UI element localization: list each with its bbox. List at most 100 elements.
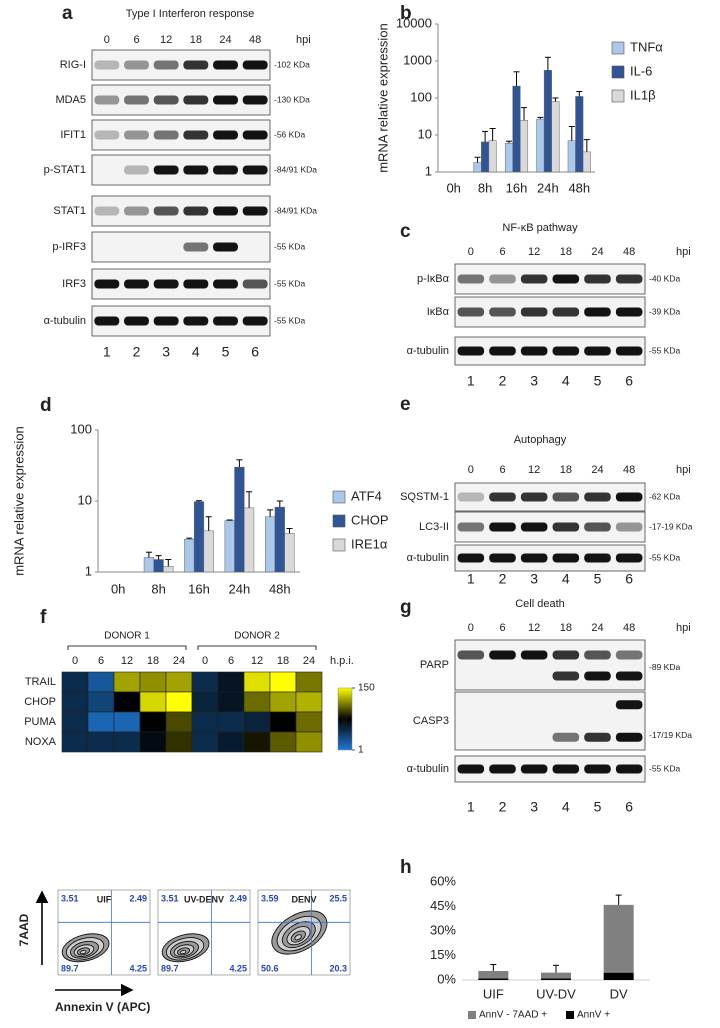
bar [520, 120, 529, 173]
size-label: -89 KDa [649, 662, 680, 672]
protein-label: RIG-I [60, 59, 86, 71]
x-axis-title: Annexin V (APC) [55, 1000, 150, 1014]
lane-number: 3 [162, 344, 170, 360]
heat-cell [139, 691, 167, 713]
size-label: -130 KDa [274, 94, 310, 104]
bar-segment [541, 972, 571, 979]
time-label: 6 [499, 246, 505, 258]
y-axis-title: 7AAD [17, 913, 31, 946]
blot-frame [91, 231, 271, 263]
lane-number: 2 [499, 571, 507, 587]
protein-label: α-tubulin [407, 763, 449, 775]
legend-label: AnnV - 7AAD + [479, 1010, 547, 1021]
panel-letter: h [400, 857, 412, 878]
blot-band [615, 274, 643, 284]
quadrant-value: 25.5 [329, 893, 347, 903]
blot-band [183, 242, 209, 252]
blot-band [457, 553, 485, 563]
blot-band [552, 764, 580, 774]
lane-number: 2 [499, 373, 507, 389]
blot-band [584, 522, 611, 532]
time-label: 12 [160, 34, 172, 46]
blot-title: NF-κB pathway [502, 222, 578, 234]
lane-number: 3 [530, 571, 538, 587]
lane-number: 3 [530, 799, 538, 815]
time-label: 18 [560, 622, 572, 634]
blot-band [183, 165, 209, 175]
blot-band [183, 316, 209, 326]
legend-swatch [332, 514, 346, 528]
x-tick-label: 24 [173, 655, 185, 667]
row-label: PUMA [24, 716, 56, 728]
heat-cell [61, 691, 89, 713]
bar [163, 566, 174, 573]
x-tick-label: UV-DV [536, 986, 576, 1001]
blot-band [94, 95, 120, 105]
blot-frame [91, 49, 271, 81]
quadrant-value: 3.59 [261, 893, 279, 903]
panel-letter: e [400, 394, 411, 415]
blot-band [520, 274, 548, 284]
group-bracket [197, 645, 317, 650]
x-axis-title: h.p.i. [330, 655, 354, 667]
group-bracket [67, 645, 187, 650]
quadrant-value: 4.25 [229, 963, 247, 973]
bar [481, 141, 490, 173]
bar [488, 140, 497, 173]
blot-band [124, 165, 149, 175]
time-unit: hpi [676, 246, 691, 258]
blot-band [520, 492, 548, 502]
x-tick-label: 0 [72, 655, 78, 667]
x-tick-label: 18 [147, 655, 159, 667]
blot-band [94, 316, 120, 326]
x-tick-label: 16h [188, 581, 210, 596]
heat-cell [269, 691, 297, 713]
blot-band [213, 130, 238, 140]
quadrant-value: 89.7 [161, 963, 179, 973]
heat-cell [217, 731, 245, 753]
y-axis-title: mRNA relative expression [11, 426, 26, 576]
bar [551, 101, 560, 173]
bar [153, 559, 164, 573]
panel-letter: d [40, 395, 52, 416]
size-label: -62 KDa [649, 491, 680, 501]
y-tick-label: 10000 [396, 15, 432, 30]
blot-band [615, 700, 643, 710]
time-label: 0 [468, 246, 474, 258]
time-label: 6 [499, 622, 505, 634]
size-label: -40 KDa [649, 273, 680, 283]
y-tick-label: 30% [430, 922, 456, 937]
blot-band [183, 206, 209, 216]
blot-band [489, 307, 516, 317]
heat-cell [295, 691, 323, 713]
legend-swatch [468, 1011, 476, 1019]
x-tick-label: 24 [303, 655, 315, 667]
blot-band [584, 553, 611, 563]
blot-band [457, 764, 485, 774]
row-label: TRAIL [25, 676, 56, 688]
blot-band [457, 650, 485, 660]
blot-band [124, 206, 149, 216]
size-label: -56 KDa [274, 129, 305, 139]
time-label: 6 [499, 464, 505, 476]
blot-band [213, 279, 238, 289]
x-tick-label: 12 [251, 655, 263, 667]
protein-label: CASP3 [413, 715, 449, 727]
bar-segment [603, 972, 634, 980]
heat-cell [61, 731, 89, 753]
bar [234, 466, 245, 573]
protein-label: α-tubulin [407, 552, 449, 564]
time-label: 48 [623, 464, 635, 476]
panel-letter: f [40, 607, 47, 628]
time-label: 6 [133, 34, 139, 46]
blot-frame [454, 263, 646, 295]
quadrant-value: 20.3 [329, 963, 347, 973]
blot-band [457, 346, 485, 356]
blot-frame [454, 482, 646, 512]
blot-band [153, 316, 179, 326]
blot-frame [91, 154, 271, 186]
blot-band [153, 130, 179, 140]
y-tick-label: 100 [410, 89, 432, 104]
quadrant-value: 2.49 [229, 893, 247, 903]
protein-label: MDA5 [55, 94, 86, 106]
